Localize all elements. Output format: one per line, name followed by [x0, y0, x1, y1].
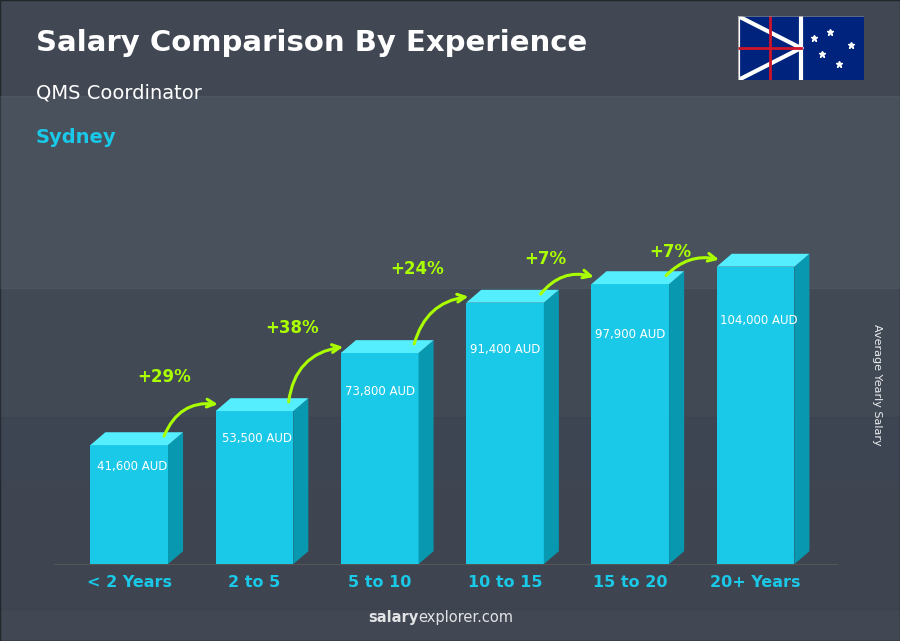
- Text: +38%: +38%: [266, 319, 319, 337]
- Text: QMS Coordinator: QMS Coordinator: [36, 83, 202, 103]
- Polygon shape: [293, 398, 309, 564]
- Text: +7%: +7%: [649, 243, 691, 261]
- Polygon shape: [341, 340, 434, 353]
- Text: explorer.com: explorer.com: [418, 610, 514, 625]
- Text: salary: salary: [368, 610, 418, 625]
- Text: Salary Comparison By Experience: Salary Comparison By Experience: [36, 29, 587, 57]
- Polygon shape: [216, 398, 309, 411]
- Text: Average Yearly Salary: Average Yearly Salary: [872, 324, 883, 445]
- Text: 53,500 AUD: 53,500 AUD: [222, 432, 292, 445]
- Text: 97,900 AUD: 97,900 AUD: [595, 328, 666, 341]
- Polygon shape: [216, 411, 293, 564]
- Text: 104,000 AUD: 104,000 AUD: [721, 313, 798, 327]
- Text: 73,800 AUD: 73,800 AUD: [345, 385, 415, 397]
- Polygon shape: [466, 290, 559, 303]
- Text: +24%: +24%: [391, 260, 445, 278]
- Polygon shape: [168, 432, 183, 564]
- Polygon shape: [341, 353, 419, 564]
- Text: +7%: +7%: [524, 250, 566, 268]
- Polygon shape: [669, 271, 684, 564]
- Polygon shape: [716, 254, 809, 267]
- Bar: [0, 96, 900, 288]
- Text: 91,400 AUD: 91,400 AUD: [470, 343, 540, 356]
- Polygon shape: [466, 303, 544, 564]
- Polygon shape: [591, 271, 684, 284]
- Polygon shape: [716, 267, 795, 564]
- Text: +29%: +29%: [138, 369, 191, 387]
- Text: Sydney: Sydney: [36, 128, 117, 147]
- Polygon shape: [738, 16, 864, 80]
- Polygon shape: [795, 254, 809, 564]
- Polygon shape: [418, 340, 434, 564]
- Polygon shape: [591, 284, 669, 564]
- Polygon shape: [544, 290, 559, 564]
- Polygon shape: [90, 432, 183, 445]
- Bar: [0, 288, 900, 481]
- Polygon shape: [90, 445, 168, 564]
- Text: 41,600 AUD: 41,600 AUD: [96, 460, 167, 473]
- Bar: [0, 417, 900, 609]
